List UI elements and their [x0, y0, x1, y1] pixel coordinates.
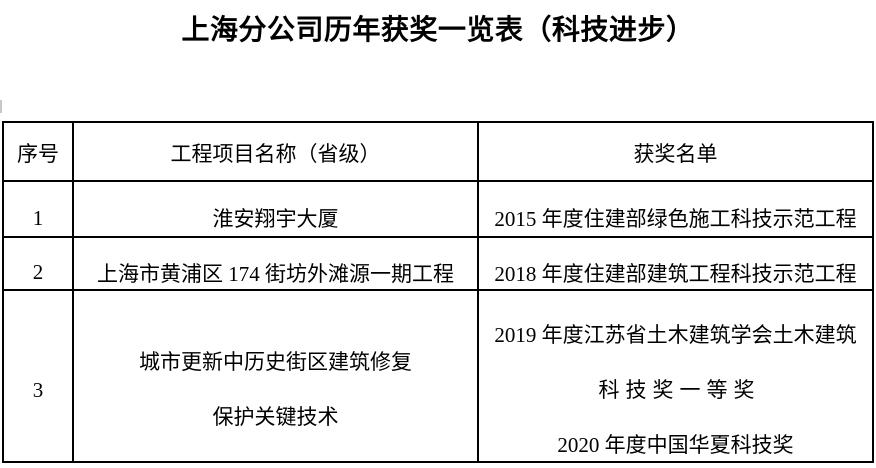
cell-project: 城市更新中历史街区建筑修复 保护关键技术 [72, 289, 479, 463]
award-line: 2019 年度江苏省土木建筑学会土木建筑 [494, 322, 857, 347]
cell-index: 2 [2, 236, 74, 291]
cell-project: 上海市黄浦区 174 街坊外滩源一期工程 [72, 236, 479, 291]
row-index: 3 [32, 377, 44, 402]
header-label-award: 获奖名单 [633, 141, 718, 166]
page-title: 上海分公司历年获奖一览表（科技进步） [181, 15, 695, 46]
cell-award: 2019 年度江苏省土木建筑学会土木建筑 科技奖一等奖 2020 年度中国华夏科… [477, 289, 874, 463]
award-line: 2020 年度中国华夏科技奖 [557, 432, 794, 457]
cell-project: 淮安翔宇大厦 [72, 180, 479, 238]
awards-table: 序号 工程项目名称（省级） 获奖名单 1 淮安翔宇大厦 2015 年度住建部绿色… [2, 121, 874, 463]
table-header-row: 序号 工程项目名称（省级） 获奖名单 [2, 121, 874, 182]
cell-index: 3 [2, 289, 74, 463]
header-label-project: 工程项目名称（省级） [170, 141, 381, 166]
project-name: 淮安翔宇大厦 [212, 207, 339, 231]
project-name: 上海市黄浦区 174 街坊外滩源一期工程 [97, 261, 454, 286]
table-handle-mark [0, 100, 2, 113]
award-name: 2018 年度住建部建筑工程科技示范工程 [494, 261, 857, 286]
header-cell-index: 序号 [2, 121, 74, 182]
table-row: 2 上海市黄浦区 174 街坊外滩源一期工程 2018 年度住建部建筑工程科技示… [2, 236, 874, 291]
cell-index: 1 [2, 180, 74, 238]
table-row: 3 城市更新中历史街区建筑修复 保护关键技术 2019 年度江苏省土木建筑学会土… [2, 289, 874, 463]
header-cell-award: 获奖名单 [477, 121, 874, 182]
header-label-index: 序号 [17, 141, 59, 166]
award-name: 2019 年度江苏省土木建筑学会土木建筑 科技奖一等奖 2020 年度中国华夏科… [479, 308, 872, 468]
table-row: 1 淮安翔宇大厦 2015 年度住建部绿色施工科技示范工程 [2, 180, 874, 238]
award-line: 科技奖一等奖 [598, 377, 761, 402]
project-line: 城市更新中历史街区建筑修复 [139, 350, 412, 374]
project-name: 城市更新中历史街区建筑修复 保护关键技术 [74, 335, 477, 445]
row-index: 1 [32, 205, 44, 230]
project-line: 保护关键技术 [212, 405, 339, 429]
award-name: 2015 年度住建部绿色施工科技示范工程 [494, 207, 857, 231]
header-cell-project: 工程项目名称（省级） [72, 121, 479, 182]
row-index: 2 [32, 260, 44, 284]
cell-award: 2015 年度住建部绿色施工科技示范工程 [477, 180, 874, 238]
cell-award: 2018 年度住建部建筑工程科技示范工程 [477, 236, 874, 291]
